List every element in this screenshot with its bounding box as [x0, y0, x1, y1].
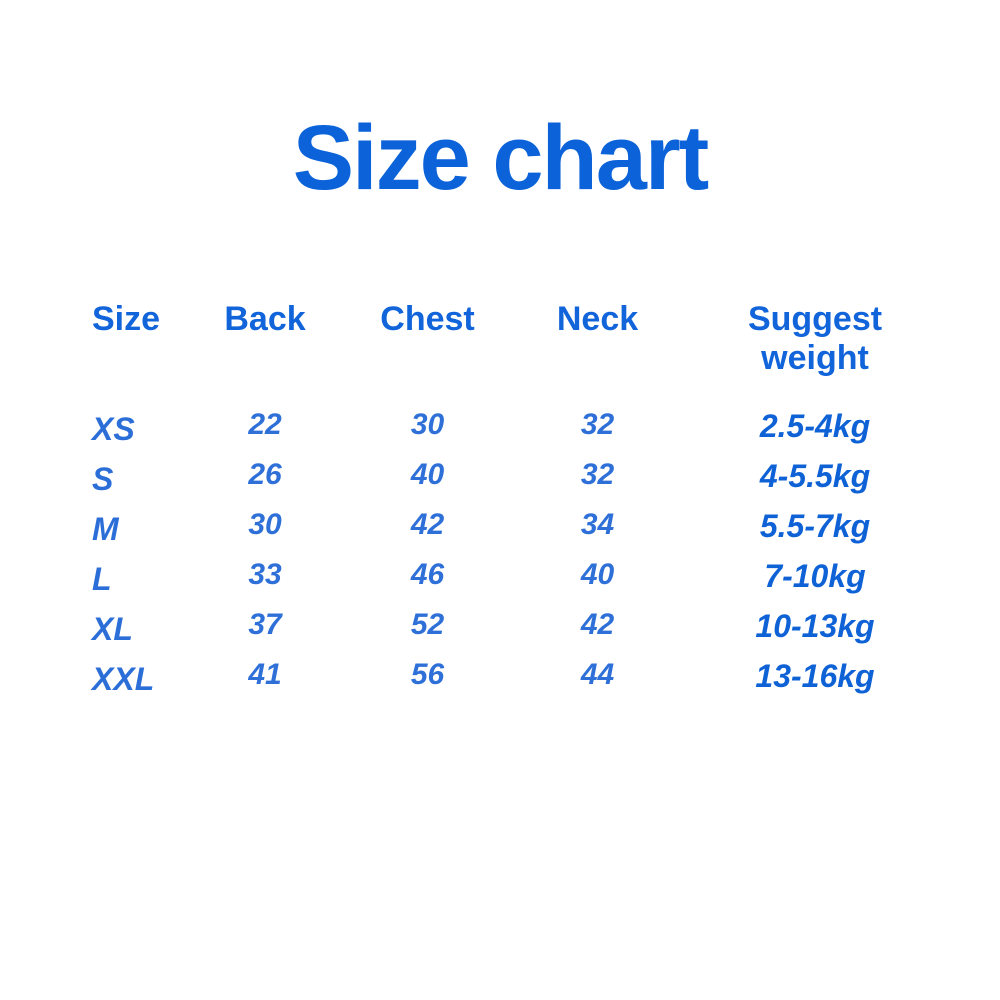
- neck-value: 40: [580, 558, 615, 591]
- table-row-m: M 30 42 34 5.5-7kg: [90, 502, 950, 552]
- table-row-xs: XS 22 30 32 2.5-4kg: [90, 402, 950, 452]
- chest-value: 42: [410, 508, 445, 541]
- neck-value: 32: [580, 408, 615, 441]
- column-header-chest: Chest: [380, 300, 475, 338]
- neck-value: 32: [580, 458, 615, 491]
- table-row-xxl: XXL 41 56 44 13-16kg: [90, 652, 950, 702]
- size-table: Size Back Chest Neck Suggest weight XS 2…: [90, 300, 950, 702]
- table-row-l: L 33 46 40 7-10kg: [90, 552, 950, 602]
- weight-value: 13-16kg: [755, 657, 875, 694]
- back-value: 30: [248, 508, 282, 541]
- size-label: XS: [92, 410, 135, 447]
- weight-value: 10-13kg: [755, 607, 875, 644]
- size-label: S: [92, 460, 114, 497]
- size-label: XXL: [92, 660, 155, 697]
- chest-value: 30: [410, 408, 445, 441]
- page-title: Size chart: [292, 107, 710, 209]
- back-value: 22: [248, 408, 282, 441]
- column-header-back: Back: [224, 300, 306, 338]
- size-label: L: [92, 560, 112, 597]
- neck-value: 44: [580, 658, 615, 691]
- back-value: 33: [248, 558, 282, 591]
- chest-value: 46: [410, 558, 445, 591]
- neck-value: 34: [580, 508, 615, 541]
- back-value: 26: [248, 458, 282, 491]
- back-value: 41: [248, 658, 282, 691]
- weight-value: 4-5.5kg: [759, 457, 871, 494]
- table-header-row: Size Back Chest Neck Suggest weight: [90, 300, 950, 402]
- weight-value: 5.5-7kg: [759, 507, 871, 544]
- table-row-s: S 26 40 32 4-5.5kg: [90, 452, 950, 502]
- weight-value: 2.5-4kg: [759, 407, 871, 444]
- neck-value: 42: [580, 608, 615, 641]
- table-row-xl: XL 37 52 42 10-13kg: [90, 602, 950, 652]
- chest-value: 56: [410, 658, 445, 691]
- chest-value: 52: [410, 608, 445, 641]
- column-header-suggest-weight: Suggest weight: [747, 300, 883, 378]
- size-label: XL: [92, 610, 133, 647]
- weight-value: 7-10kg: [764, 557, 866, 594]
- back-value: 37: [248, 608, 282, 641]
- column-header-size: Size: [92, 300, 161, 338]
- chest-value: 40: [410, 458, 445, 491]
- column-header-neck: Neck: [556, 300, 639, 338]
- size-label: M: [92, 510, 119, 547]
